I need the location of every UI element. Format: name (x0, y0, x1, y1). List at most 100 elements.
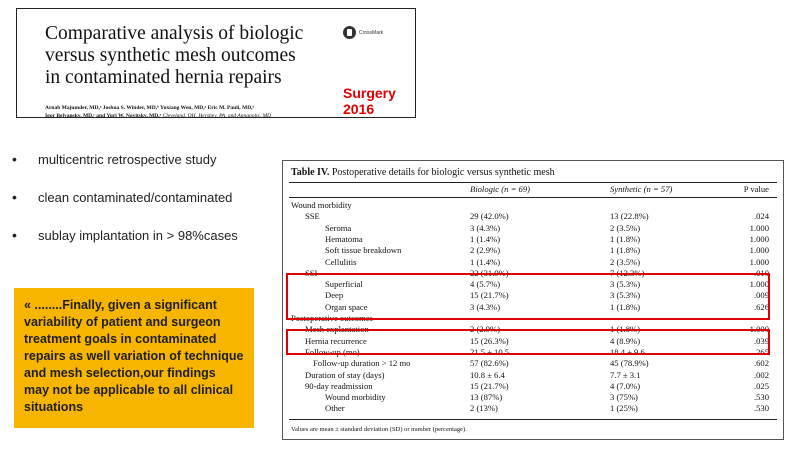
cell-p-value: .626 (753, 301, 769, 312)
authors-line: Arnab Majumder, MD,ᵃ Joshua S. Winder, M… (45, 105, 255, 111)
cell-biologic: 29 (42.0%) (470, 211, 509, 222)
crossmark-badge: CrossMark (343, 26, 383, 39)
row-label: Follow-up (mo) (305, 346, 360, 357)
cell-biologic: 15 (26.3%) (470, 335, 509, 346)
header-p-value: P value (743, 184, 769, 194)
cell-synthetic: 1 (1.8%) (610, 245, 641, 256)
author-affiliations: Cleveland, OH, Hershey, PA, and Annapoli… (162, 113, 272, 119)
paper-title-line: Comparative analysis of biologic (45, 23, 304, 44)
header-biologic: Biologic (n = 69) (470, 184, 530, 194)
bullet-dot-icon: • (12, 189, 17, 205)
bullet-item: • clean contaminated/contaminated (12, 190, 238, 228)
table-caption-text: Postoperative details for biologic versu… (331, 167, 555, 178)
table-footnote: Values are mean ± standard deviation (SD… (291, 426, 467, 433)
table-row: Hernia recurrence 15 (26.3%) 4 (8.9%) .039 (283, 336, 783, 347)
table-row: SSE 29 (42.0%) 13 (22.8%) .024 (283, 211, 783, 222)
row-label: Seroma (325, 222, 352, 233)
cell-biologic: 10.8 ± 6.4 (470, 369, 505, 380)
table-row: SSI 22 (31.9%) 7 (12.3%) .010 (283, 268, 783, 279)
row-label: Wound morbidity (325, 392, 386, 403)
cell-synthetic: 3 (5.3%) (610, 279, 641, 290)
row-label: Other (325, 403, 345, 414)
cell-synthetic: 7.7 ± 3.1 (610, 369, 641, 380)
cell-p-value: 1.000 (749, 245, 769, 256)
table-rule (289, 197, 777, 198)
cell-p-value: .009 (753, 290, 769, 301)
ssi-highlight-box (286, 273, 770, 320)
paper-title: Comparative analysis of biologic versus … (45, 23, 345, 89)
table-row: Deep 15 (21.7%) 3 (5.3%) .009 (283, 290, 783, 301)
bullet-text: clean contaminated/contaminated (38, 190, 233, 205)
cell-biologic: 3 (4.3%) (470, 222, 501, 233)
cell-synthetic: 45 (78.9%) (610, 358, 649, 369)
cell-p-value: 1.000 (749, 233, 769, 244)
cell-p-value: .039 (753, 335, 769, 346)
table-rule (289, 182, 777, 183)
cell-synthetic: 1 (25%) (610, 403, 638, 414)
row-label: SSE (305, 211, 320, 222)
cell-p-value: .530 (753, 403, 769, 414)
crossmark-label: CrossMark (359, 29, 384, 36)
cell-p-value: .024 (753, 211, 769, 222)
authors-line: Igor Belyansky, MD,ᶜ and Yuri W. Novitsk… (45, 113, 162, 119)
cell-biologic: 57 (82.6%) (470, 358, 509, 369)
table-row: Duration of stay (days) 10.8 ± 6.4 7.7 ± 3… (283, 370, 783, 381)
cell-synthetic: 4 (7.0%) (610, 380, 641, 391)
cell-synthetic: 13 (22.8%) (610, 211, 649, 222)
bullet-list: • multicentric retrospective study • clean… (12, 152, 238, 266)
table-row: Hematoma 1 (1.4%) 1 (1.8%) 1.000 (283, 234, 783, 245)
crossmark-icon (343, 26, 356, 39)
table-row: Wound morbidity 13 (87%) 3 (75%) .530 (283, 392, 783, 403)
cell-synthetic: 18.4 ± 9.6 (610, 346, 645, 357)
cell-biologic: 1 (1.4%) (470, 233, 501, 244)
cell-biologic: 3 (4.3%) (470, 301, 501, 312)
row-label: SSI (305, 267, 318, 278)
cell-biologic: 22 (31.9%) (470, 267, 509, 278)
table-row: Soft tissue breakdown 2 (2.9%) 1 (1.8%) 1.0… (283, 245, 783, 256)
outcomes-highlight-box (286, 329, 770, 355)
row-label: Cellulitis (325, 256, 357, 267)
row-label: Deep (325, 290, 344, 301)
paper-title-line: in contaminated hernia repairs (45, 67, 282, 88)
cell-synthetic: 1 (1.8%) (610, 301, 641, 312)
table-row: Wound morbidity (283, 200, 783, 211)
table-row: Follow-up duration > 12 mo 57 (82.6%) 45 (… (283, 358, 783, 369)
row-label: Superficial (325, 279, 363, 290)
journal-tag: Surgery 2016 (343, 85, 396, 117)
bullet-item: • multicentric retrospective study (12, 152, 238, 190)
bullet-item: • sublay implantation in > 98%cases (12, 228, 238, 266)
cell-synthetic: 4 (8.9%) (610, 335, 641, 346)
cell-synthetic: 1 (1.8%) (610, 233, 641, 244)
table-caption: Table IV. Postoperative details for biol… (291, 167, 555, 178)
table-row: Organ space 3 (4.3%) 1 (1.8%) .626 (283, 302, 783, 313)
row-label: Wound morbidity (291, 200, 352, 210)
cell-synthetic: 2 (3.5%) (610, 256, 641, 267)
cell-biologic: 21.5 ± 10.5 (470, 346, 510, 357)
cell-p-value: .025 (753, 380, 769, 391)
paper-title-line: versus synthetic mesh outcomes (45, 45, 296, 66)
cell-p-value: .002 (753, 369, 769, 380)
row-label: Hematoma (325, 233, 363, 244)
table-rule (289, 419, 777, 420)
cell-p-value: .010 (753, 267, 769, 278)
row-label: Soft tissue breakdown (325, 245, 402, 256)
row-label: Follow-up duration > 12 mo (313, 358, 411, 369)
paper-header: Comparative analysis of biologic versus … (16, 8, 416, 120)
table-header-row: Biologic (n = 69) Synthetic (n = 57) P v… (283, 184, 783, 195)
row-label: Organ space (325, 301, 368, 312)
cell-biologic: 15 (21.7%) (470, 290, 509, 301)
table-caption-label: Table IV. (291, 167, 330, 178)
cell-biologic: 2 (2.9%) (470, 245, 501, 256)
paper-authors: Arnab Majumder, MD,ᵃ Joshua S. Winder, M… (45, 104, 415, 120)
table-row: Follow-up (mo) 21.5 ± 10.5 18.4 ± 9.6 .265 (283, 347, 783, 358)
bullet-dot-icon: • (12, 151, 17, 167)
table-row: Cellulitis 1 (1.4%) 2 (3.5%) 1.000 (283, 257, 783, 268)
cell-biologic: 4 (5.7%) (470, 279, 501, 290)
row-label: Duration of stay (days) (305, 369, 385, 380)
table-row: Superficial 4 (5.7%) 3 (5.3%) 1.000 (283, 279, 783, 290)
cell-p-value: .530 (753, 392, 769, 403)
cell-biologic: 2 (13%) (470, 403, 498, 414)
row-label: 90-day readmission (305, 380, 373, 391)
table-row: 90-day readmission 15 (21.7%) 4 (7.0%) .025 (283, 381, 783, 392)
cell-p-value: 1.000 (749, 256, 769, 267)
